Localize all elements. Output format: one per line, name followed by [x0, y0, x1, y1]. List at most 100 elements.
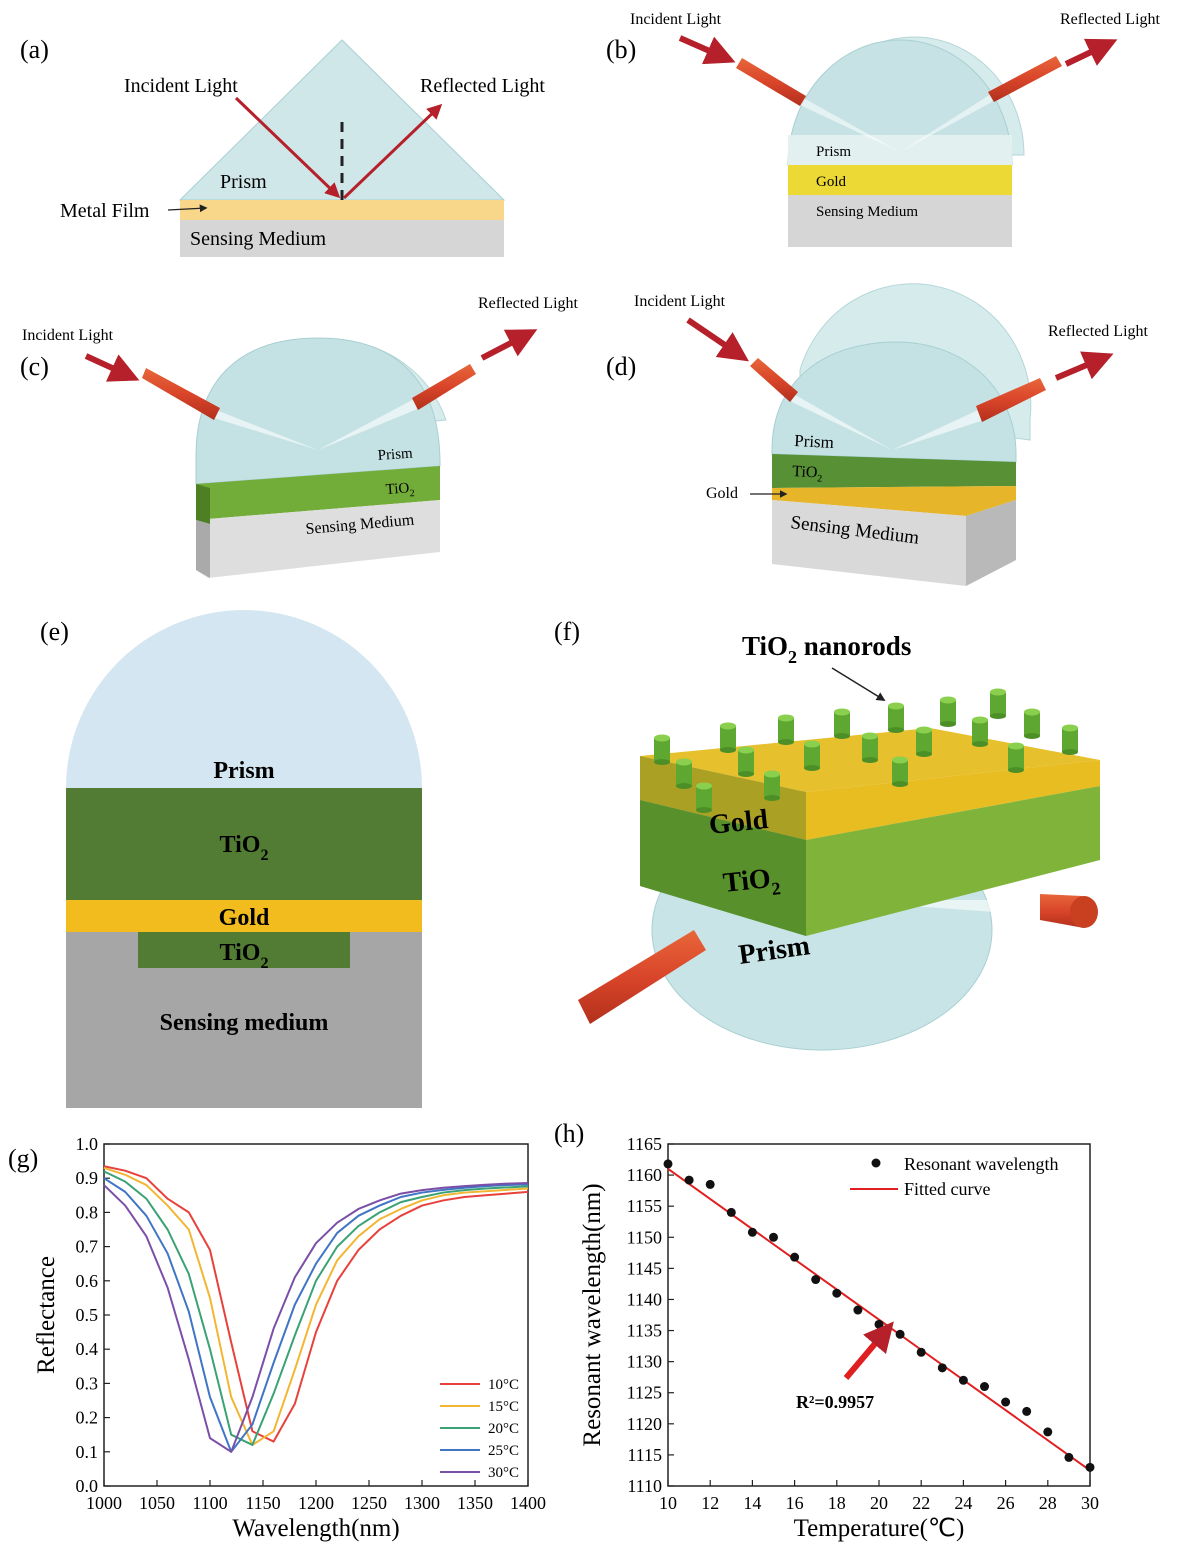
data-point [811, 1275, 821, 1285]
nanorod-top [738, 746, 754, 754]
data-point [895, 1329, 905, 1339]
y-tick-label: 0.6 [76, 1271, 99, 1291]
data-point [1085, 1462, 1095, 1472]
data-point [916, 1347, 926, 1357]
sensing-side [196, 520, 210, 578]
nanorod-top [804, 740, 820, 748]
nanorod-top [676, 758, 692, 766]
nanorod-body [778, 718, 794, 742]
nanorod-base [654, 759, 670, 765]
tio2-side [196, 484, 210, 524]
incident-light-label: Incident Light [22, 327, 114, 344]
data-point [1001, 1397, 1011, 1407]
incident-arrow [678, 35, 736, 65]
y-tick-label: 1145 [627, 1258, 662, 1278]
sensing-medium-layer [180, 220, 504, 257]
y-tick-label: 0.9 [76, 1168, 99, 1188]
nanorod-base [720, 747, 736, 753]
nanorod-body [676, 762, 692, 786]
x-tick-label: 30 [1081, 1493, 1099, 1513]
x-tick-label: 28 [1039, 1493, 1057, 1513]
nanorod-body [834, 712, 850, 736]
panel-b: (b) Incident Light Reflected Light Prism… [606, 11, 1161, 247]
incident-arrow [686, 317, 749, 362]
tio2-layer [196, 466, 440, 520]
nanorod-body [738, 750, 754, 774]
tio2-label: TiO2 [721, 862, 781, 904]
nanorod-top [696, 782, 712, 790]
tio2-right [806, 786, 1100, 936]
y-tick-label: 1160 [627, 1165, 662, 1185]
nanorod-base [940, 721, 956, 727]
x-tick-label: 22 [912, 1493, 930, 1513]
legend-entry: Resonant wavelength [904, 1154, 1058, 1174]
nanorod-base [990, 713, 1006, 719]
nanorod-top [940, 696, 956, 704]
panel-g: (g) 1000 1050 1100 1150 1200 1250 1300 1350 1400… [8, 1134, 546, 1542]
legend-entry: Fitted curve [904, 1179, 990, 1199]
nanorod-body [764, 774, 780, 798]
y-tick-label: 0.7 [76, 1237, 99, 1257]
x-tick-label: 1250 [351, 1493, 387, 1513]
sensing-medium-layer [788, 195, 1012, 247]
incident-light-label: Incident Light [630, 11, 722, 28]
reflected-light-label: Reflected Light [420, 75, 545, 97]
nanorods-label: TiO2 nanorods [742, 631, 911, 667]
nanorod-base [778, 739, 794, 745]
reflected-arrow [1054, 351, 1114, 381]
y-tick-label: 1165 [627, 1134, 662, 1154]
tio2-label: TiO2 [385, 480, 415, 501]
sensing-medium-label: Sensing medium [160, 1010, 329, 1036]
legend-marker [871, 1158, 881, 1168]
x-tick-label: 1350 [457, 1493, 493, 1513]
y-axis-label: Reflectance [33, 1256, 60, 1374]
y-tick-label: 1130 [627, 1352, 662, 1372]
tio2-layer [772, 454, 1016, 488]
sensing-medium-label: Sensing Medium [816, 204, 918, 220]
tio2-label: TiO2 [792, 463, 823, 485]
nanorod-top [892, 756, 908, 764]
prism-shape [787, 39, 1013, 166]
prism-label: Prism [213, 758, 274, 784]
panel-h-label: (h) [554, 1119, 584, 1148]
nanorod-top [990, 688, 1006, 696]
nanorod-top [654, 734, 670, 742]
tio2-front [640, 800, 806, 936]
nanorod-body [862, 736, 878, 760]
nanorod-body [888, 706, 904, 730]
reflected-light-label: Reflected Light [478, 295, 579, 312]
nanorod-top [778, 714, 794, 722]
incident-cone [578, 930, 706, 1024]
y-tick-label: 0.5 [76, 1305, 99, 1325]
data-point [874, 1319, 884, 1329]
incident-cone [142, 368, 220, 420]
data-point [1064, 1452, 1074, 1462]
nanorod-top [1062, 724, 1078, 732]
y-tick-label: 1155 [627, 1196, 662, 1216]
nanorod-base [888, 727, 904, 733]
nanorod-base [1024, 733, 1040, 739]
gold-label: Gold [219, 905, 270, 931]
panel-f-label: (f) [554, 617, 580, 646]
x-tick-label: 1150 [245, 1493, 280, 1513]
incident-light-label: Incident Light [124, 75, 238, 97]
nanorod-body [990, 692, 1006, 716]
nanorod-top [888, 702, 904, 710]
y-tick-label: 0.1 [76, 1442, 99, 1462]
nanorod-body [892, 760, 908, 784]
legend-entry: 15°C [488, 1399, 519, 1415]
x-tick-label: 24 [954, 1493, 972, 1513]
y-tick-label: 1150 [627, 1227, 662, 1247]
nanorod-base [738, 771, 754, 777]
prism-shape [66, 610, 422, 788]
y-tick-label: 0.0 [76, 1476, 99, 1496]
data-point [790, 1252, 800, 1262]
gold-layer [66, 900, 422, 932]
x-axis-label: Temperature(℃) [794, 1515, 965, 1542]
series-line [103, 1165, 529, 1443]
nanorod-top [972, 716, 988, 724]
x-tick-label: 20 [870, 1493, 888, 1513]
nanorod-top [1008, 742, 1024, 750]
reflected-light-label: Reflected Light [1048, 323, 1149, 340]
plot-frame [667, 1143, 1091, 1487]
